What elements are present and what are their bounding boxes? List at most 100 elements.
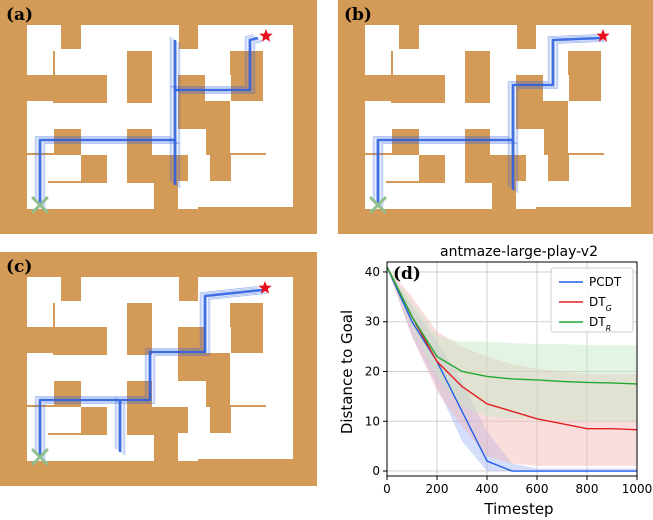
series-line [386,266,637,472]
maze-floor-cell [231,155,266,181]
trajectory-path [382,40,606,209]
trajectory-path [36,287,259,455]
maze-floor-cell [178,49,230,75]
maze-floor-cell [231,407,266,433]
y-tick-label: 0 [372,464,380,478]
trajectory-path [36,37,173,203]
maze-panel-a: (a) [0,0,317,234]
maze-floor-cell [365,155,419,181]
legend-box [550,267,634,333]
maze-floor-cell [178,433,198,461]
maze-floor-cell [81,277,107,303]
maze-floor-cell [81,381,107,407]
series-band [387,266,637,472]
maze-floor-cell [490,49,516,129]
maze-floor-cell [178,181,198,209]
maze-floor-cell [568,101,606,127]
maze-floor-cell [230,379,268,405]
trajectory-path [38,288,261,456]
maze-floor-cell [266,353,293,459]
maze-floor-cell [127,277,179,303]
trajectory-path [41,290,264,459]
maze-floor-cell [27,355,154,381]
maze-floor-cell [419,25,445,51]
maze-floor-cell [81,25,107,51]
maze-floor-cell [263,49,293,101]
maze-floor-cell [152,301,178,381]
maze-floor-cell [445,25,465,108]
panel-label-a: (a) [6,5,33,25]
maze-floor-cell [365,103,492,129]
trajectory-path [44,43,181,209]
panel-label-c: (c) [6,257,32,277]
maze-floor-cell [27,407,81,433]
trajectory-path [41,41,177,207]
trajectory-path [376,36,602,205]
maze-floor-cell [188,407,210,435]
maze-floor-cell [127,25,179,51]
panel-label-b: (b) [344,5,372,25]
maze-floor-cell [205,75,231,101]
maze-floor-cell [601,49,631,101]
maze-floor-cell [81,301,107,327]
maze-floor-cell [393,49,419,75]
x-tick-label: 600 [526,482,549,496]
maze-floor-cell [81,129,107,155]
maze-floor-cell [230,353,268,379]
maze-floor-cell [386,183,492,209]
trajectory-path [374,35,598,203]
maze-floor-cell [55,49,81,75]
series-band [387,266,637,467]
trajectory-path [42,291,266,460]
distance-chart: antmaze-large-play-v2 0 200 400 600 800 1000 0… [338,244,652,518]
maze-floor-cell [263,301,293,353]
maze-floor-cell [107,25,127,108]
series-band [387,266,637,422]
maze-floor-cell [205,327,231,353]
maze-floor-cell [568,127,606,153]
legend-label: PCDT [589,275,622,289]
trajectory-path [379,38,603,207]
trajectory-path [38,38,174,204]
maze-floor-cell [230,101,268,127]
trajectory-path [178,39,262,93]
trajectory-path [176,38,260,92]
maze-floor-cell [198,277,293,303]
trajectory-path [34,36,171,202]
goal-star-icon [258,281,272,294]
trajectory-path [34,286,258,454]
trajectory-path [179,40,263,94]
plot-frame [386,261,638,477]
maze-floor-cell [516,181,536,209]
maze-floor-cell [188,155,210,183]
maze-floor-cell [27,277,53,327]
maze-panel-b: (b) [338,0,653,234]
goal-star-icon [596,29,610,42]
maze-floor-cell [107,129,127,183]
x-axis-label: Timestep [483,500,553,518]
maze-floor-cell [152,129,206,155]
maze-floor-cell [465,25,517,51]
maze-floor-cell [81,49,107,75]
maze-floor-cell [48,435,154,461]
start-ant-icon [31,196,49,214]
trajectory-path [42,42,179,208]
start-ant-icon [31,448,49,466]
trajectory-path [170,34,254,88]
start-ant-icon [369,196,387,214]
maze-floor-cell [445,129,465,183]
x-tick-label: 200 [426,482,449,496]
maze-floor-cell [516,49,568,75]
maze-floor-cell [27,155,81,181]
y-tick-label: 40 [365,265,380,279]
maze-floor-cell [490,129,544,155]
maze-floor-cell [604,101,631,207]
maze-floor-cell [569,155,604,181]
maze-panel-c: (c) [0,252,317,486]
maze-floor-cell [543,75,569,101]
goal-star-icon [259,29,273,42]
maze-floor-cell [55,301,81,327]
trajectory-path [38,288,263,457]
y-axis-label: Distance to Goal [338,310,356,434]
maze-floor-cell [107,381,127,435]
